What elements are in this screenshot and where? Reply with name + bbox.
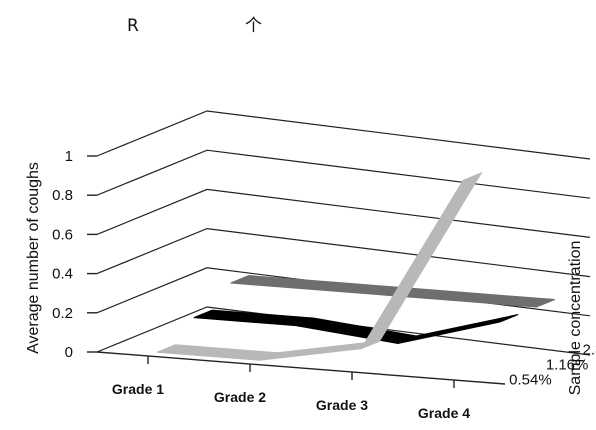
- gridline-4: [96, 149, 591, 199]
- gridline-0: [96, 306, 591, 356]
- x-tick-label-1: Grade 2: [214, 389, 266, 405]
- gridline-2: [96, 227, 591, 278]
- series-0-segment-2: [359, 171, 483, 350]
- series-2-segment-2: [434, 291, 556, 308]
- x-tick-label-3: Grade 4: [418, 405, 470, 421]
- y-tick-label-2: 0.4: [52, 266, 73, 283]
- z-tick-label-1: 1.16%: [546, 356, 589, 373]
- z-tick-label-0: 0.54%: [509, 371, 552, 388]
- series-1: [193, 309, 519, 344]
- header-left-text: R: [127, 16, 139, 36]
- x-tick-label-2: Grade 3: [316, 397, 368, 413]
- axes: [87, 155, 506, 388]
- header-right-text: 个: [245, 16, 262, 36]
- labels: 0 0.2 0.4 0.6 0.8 1 Grade 1 Grade 2 Grade 3 Grade…: [52, 148, 596, 421]
- y-tick-label-3: 0.6: [52, 226, 73, 243]
- y-tick-label-5: 1: [65, 148, 73, 165]
- series-1-segment-2: [397, 314, 519, 344]
- series-0-segment-1: [258, 340, 380, 361]
- x-tick-label-0: Grade 1: [112, 381, 164, 397]
- gridline-3: [96, 188, 591, 238]
- y-tick-label-0: 0: [65, 344, 73, 361]
- z-tick-label-2: 2.36%: [583, 341, 596, 358]
- z-axis-title: Sample concentration: [567, 241, 584, 396]
- y-tick-label-1: 0.2: [52, 305, 73, 322]
- x-axis-line: [96, 351, 506, 385]
- gridline-5: [96, 110, 591, 160]
- series-2: [230, 275, 556, 308]
- series-0: [156, 171, 483, 361]
- series-layer: [156, 171, 556, 361]
- y-tick-label-4: 0.8: [52, 187, 73, 204]
- gridlines: [96, 110, 591, 356]
- y-axis-title: Average number of coughs: [25, 162, 42, 354]
